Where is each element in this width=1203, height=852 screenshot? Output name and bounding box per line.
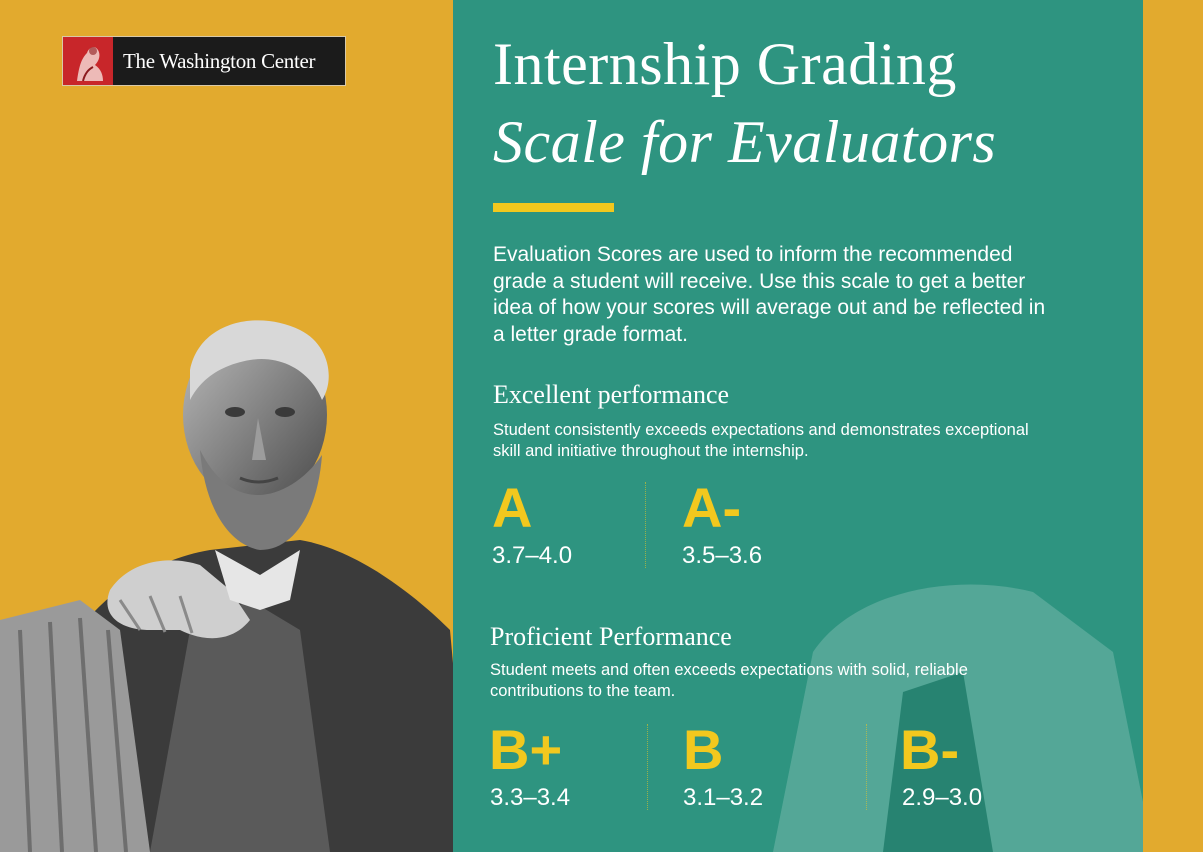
intro-text: Evaluation Scores are used to inform the… [493, 243, 1046, 346]
grade-range: 3.7–4.0 [492, 542, 573, 569]
section-desc-proficient: Student meets and often exceeds expectat… [490, 661, 968, 700]
grade-letter: A [492, 476, 533, 539]
grade-divider [645, 482, 646, 568]
grade-range: 3.5–3.6 [682, 542, 763, 569]
grade-divider [647, 724, 648, 810]
grade-letter: B- [900, 718, 960, 781]
statue-watermark-illustration [773, 584, 1143, 852]
brand-logo: The Washington Center [62, 36, 346, 86]
section-desc-excellent: Student consistently exceeds expectation… [493, 421, 1029, 460]
grade-range: 3.1–3.2 [683, 784, 764, 811]
statue-emblem-icon [63, 37, 113, 85]
brand-name: The Washington Center [123, 48, 316, 73]
grade-range: 2.9–3.0 [902, 784, 983, 811]
section-title-proficient: Proficient Performance [490, 622, 732, 651]
page-title-line2: Scale for Evaluators [493, 109, 997, 175]
title-underline [493, 203, 614, 212]
section-title-excellent: Excellent performance [493, 380, 730, 409]
grade-letter: A- [682, 476, 742, 539]
grading-panel: Internship Grading Scale for Evaluators … [453, 0, 1143, 852]
grade-letter: B+ [489, 718, 563, 781]
grade-range: 3.3–3.4 [490, 784, 571, 811]
grade-letter: B [683, 718, 724, 781]
lincoln-statue-illustration [0, 320, 470, 852]
page-title-line1: Internship Grading [493, 31, 957, 97]
grade-divider [866, 724, 867, 810]
